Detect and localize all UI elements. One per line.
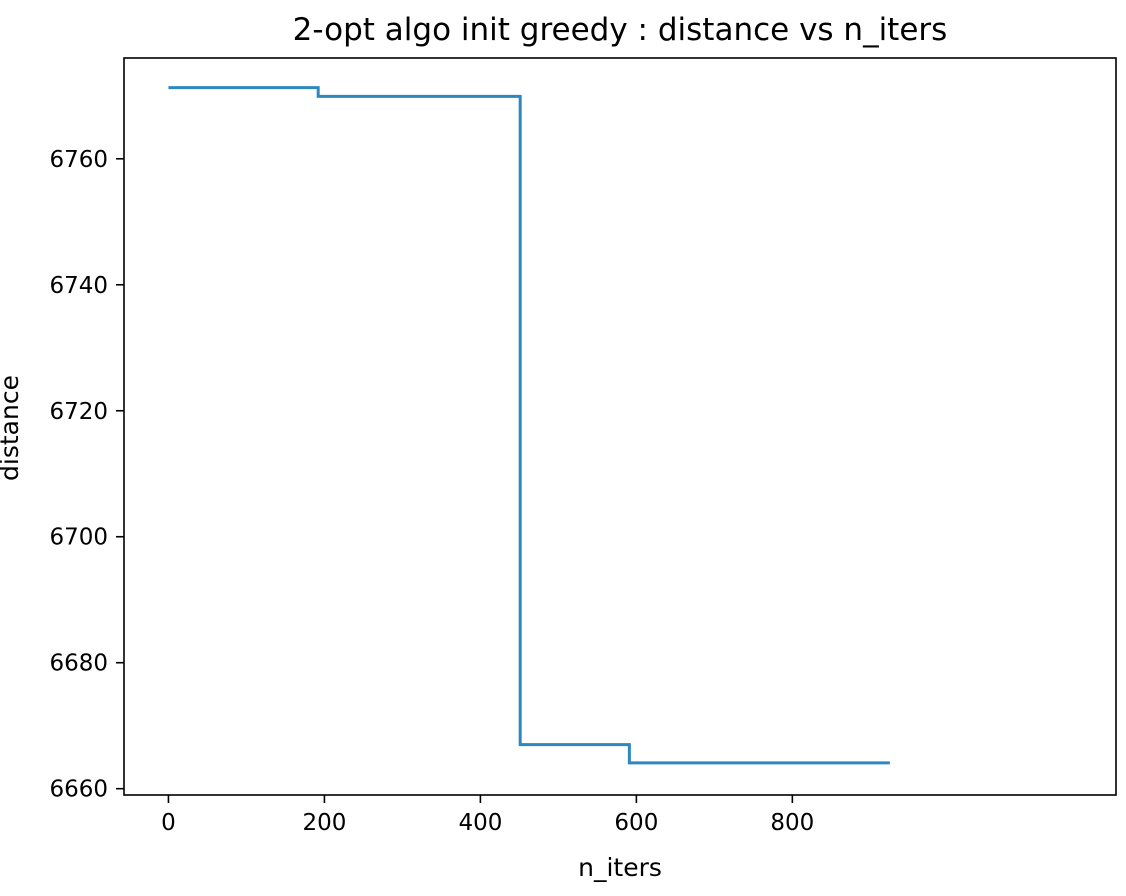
chart-title: 2-opt algo init greedy : distance vs n_i…: [293, 12, 948, 48]
y-tick-label: 6720: [49, 399, 108, 425]
axes-layer: 0 200 400 600 800 6660 6680 6700 6720 6740 6760: [49, 57, 1117, 836]
y-tick-label: 6660: [49, 777, 108, 803]
x-tick-label: 400: [458, 810, 502, 836]
x-tick-label: 200: [302, 810, 346, 836]
series-layer: [168, 86, 890, 765]
x-tick-label: 800: [770, 810, 814, 836]
x-axis-label: n_iters: [578, 853, 662, 882]
x-tick-label: 0: [161, 810, 176, 836]
y-tick-label: 6740: [49, 273, 108, 299]
y-tick-label: 6700: [49, 525, 108, 551]
y-tick-label: 6760: [49, 147, 108, 173]
x-tick-label: 600: [614, 810, 658, 836]
plot-frame: [123, 57, 1117, 796]
y-axis-label: distance: [0, 375, 24, 481]
series-line: [168, 86, 890, 765]
y-tick-label: 6680: [49, 651, 108, 677]
